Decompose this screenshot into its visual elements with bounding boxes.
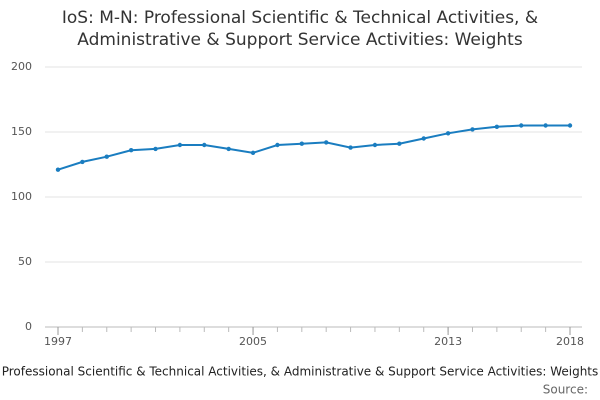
data-point xyxy=(348,145,353,150)
data-point xyxy=(445,131,451,136)
y-tick-label: 150 xyxy=(11,125,32,138)
data-point xyxy=(128,148,134,153)
data-line xyxy=(57,124,570,171)
data-point xyxy=(275,142,280,148)
data-point xyxy=(494,124,500,129)
data-point xyxy=(299,141,305,146)
data-point xyxy=(567,123,573,128)
data-point xyxy=(177,142,183,148)
data-point xyxy=(80,159,85,165)
x-axis-label: Professional Scientific & Technical Acti… xyxy=(2,365,599,379)
chart-title: IoS: M-N: Professional Scientific & Tech… xyxy=(62,8,538,28)
data-point xyxy=(397,141,402,146)
data-point xyxy=(226,146,231,152)
data-point xyxy=(323,140,329,145)
data-point xyxy=(55,167,61,172)
source: Source: xyxy=(543,383,588,397)
data-point xyxy=(250,150,256,155)
data-point xyxy=(519,123,524,128)
data-point xyxy=(202,142,207,148)
x-tick-label: 1997 xyxy=(44,335,72,348)
data-point xyxy=(153,146,158,152)
data-point xyxy=(470,127,475,132)
x-tick-label: 2013 xyxy=(434,335,462,348)
y-tick-label: 50 xyxy=(18,255,32,268)
data-point xyxy=(543,123,548,128)
x-tick-label: 2018 xyxy=(556,335,584,348)
y-tick-label: 200 xyxy=(11,60,32,73)
y-tick-label: 100 xyxy=(11,190,32,203)
data-point xyxy=(372,142,378,148)
chart-title: Administrative & Support Service Activit… xyxy=(77,30,523,50)
y-tick-label: 0 xyxy=(25,320,32,333)
data-point xyxy=(421,136,426,141)
x-tick-label: 2005 xyxy=(239,335,267,348)
data-point xyxy=(104,154,109,159)
